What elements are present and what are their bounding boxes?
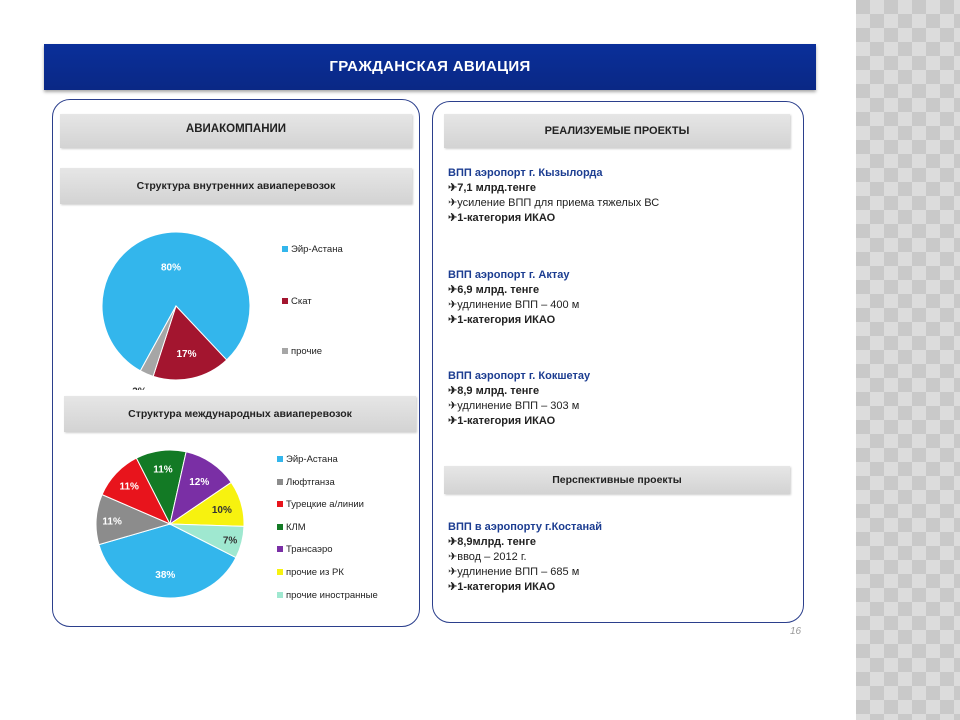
legend-item: Трансаэро: [277, 544, 333, 555]
pie-data-label: 17%: [176, 349, 196, 360]
legend-swatch: [277, 479, 283, 486]
airplane-icon: ✈: [448, 400, 458, 412]
legend-item: прочие: [282, 346, 322, 357]
project-line: 1-категория ИКАО: [457, 212, 556, 224]
airplane-icon: ✈: [448, 415, 458, 427]
legend-item: КЛМ: [277, 522, 306, 533]
airplane-icon: ✈: [448, 284, 458, 296]
project-line: удлинение ВПП – 400 м: [457, 299, 580, 311]
pie-data-label: 3%: [132, 386, 147, 390]
pie-data-label: 10%: [212, 505, 232, 516]
pie-data-label: 11%: [119, 482, 139, 493]
pie-slice: [152, 305, 228, 381]
legend-swatch: [277, 546, 283, 553]
project-line: 8,9 млрд. тенге: [457, 385, 540, 397]
airplane-icon: ✈: [448, 212, 458, 224]
legend-label: Скат: [291, 296, 312, 307]
project-line: 8,9млрд. тенге: [457, 536, 537, 548]
airplane-icon: ✈: [448, 385, 458, 397]
airplane-icon: ✈: [448, 299, 458, 311]
legend-item: прочие из РК: [277, 567, 344, 578]
pie-data-label: 11%: [102, 516, 122, 527]
airplane-icon: ✈: [448, 566, 458, 578]
legend-swatch: [277, 524, 283, 531]
project-aktau: ВПП аэропорт г. Актау ✈6,9 млрд. тенге ✈…: [448, 268, 579, 328]
slide-title: ГРАЖДАНСКАЯ АВИАЦИЯ: [44, 44, 816, 90]
pie-data-label: 80%: [161, 262, 181, 273]
legend-swatch: [282, 298, 288, 305]
international-chart-title: Структура международных авиаперевозок: [64, 396, 416, 432]
legend-item: прочие иностранные: [277, 590, 378, 601]
project-kokshetau: ВПП аэропорт г. Кокшетау ✈8,9 млрд. тенг…: [448, 369, 590, 429]
pie-slice: [101, 231, 251, 372]
legend-label: Турецкие а/линии: [286, 499, 364, 510]
legend-swatch: [277, 592, 283, 599]
domestic-pie-chart: 80% 17% 3%: [101, 231, 251, 390]
airplane-icon: ✈: [448, 197, 458, 209]
project-line: удлинение ВПП – 685 м: [457, 566, 580, 578]
projects-header: РЕАЛИЗУЕМЫЕ ПРОЕКТЫ: [444, 114, 790, 148]
pie-data-label: 7%: [223, 535, 238, 546]
project-line: 7,1 млрд.тенге: [457, 182, 537, 194]
legend-label: Эйр-Астана: [291, 244, 343, 255]
project-title: ВПП аэропорт г. Актау: [448, 269, 570, 281]
legend-item: Скат: [282, 296, 312, 307]
pie-data-label: 12%: [189, 477, 209, 488]
project-line: 6,9 млрд. тенге: [457, 284, 540, 296]
project-line: ввод – 2012 г.: [457, 551, 527, 563]
legend-swatch: [282, 246, 288, 253]
legend-label: Люфтганза: [286, 477, 335, 488]
legend-swatch: [277, 456, 283, 463]
legend-swatch: [277, 569, 283, 576]
international-pie-chart: 38% 11% 11% 11% 12% 10% 7%: [95, 449, 245, 599]
airplane-icon: ✈: [448, 581, 458, 593]
projects-panel: [432, 101, 804, 623]
decorative-side-pattern: [856, 0, 960, 720]
pie-slice: [169, 523, 245, 559]
project-line: удлинение ВПП – 303 м: [457, 400, 580, 412]
airplane-icon: ✈: [448, 314, 458, 326]
airlines-header: АВИАКОМПАНИИ: [60, 114, 412, 148]
legend-label: прочие иностранные: [286, 590, 378, 601]
legend-item: Эйр-Астана: [282, 244, 343, 255]
pie-data-label: 38%: [155, 570, 175, 581]
legend-item: Люфтганза: [277, 477, 335, 488]
project-line: 1-категория ИКАО: [457, 314, 556, 326]
legend-label: Эйр-Астана: [286, 454, 338, 465]
project-kostanay: ВПП в аэропорту г.Костанай ✈8,9млрд. тен…: [448, 520, 602, 595]
legend-item: Эйр-Астана: [277, 454, 338, 465]
pie-slice: [139, 305, 177, 378]
pie-slice: [98, 523, 237, 599]
page-number: 16: [790, 626, 802, 637]
legend-label: КЛМ: [286, 522, 306, 533]
project-line: усиление ВПП для приема тяжелых ВС: [457, 197, 660, 209]
legend-swatch: [277, 501, 283, 508]
pie-data-label: 11%: [153, 464, 173, 475]
project-title: ВПП аэропорт г. Кызылорда: [448, 167, 603, 179]
legend-swatch: [282, 348, 288, 355]
project-line: 1-категория ИКАО: [457, 415, 556, 427]
airplane-icon: ✈: [448, 182, 458, 194]
airplane-icon: ✈: [448, 536, 458, 548]
airplane-icon: ✈: [448, 551, 458, 563]
legend-label: Трансаэро: [286, 544, 333, 555]
project-kyzylorda: ВПП аэропорт г. Кызылорда ✈7,1 млрд.тенг…: [448, 166, 659, 226]
legend-item: Турецкие а/линии: [277, 499, 364, 510]
perspective-header: Перспективные проекты: [444, 466, 790, 494]
domestic-chart-title: Структура внутренних авиаперевозок: [60, 168, 412, 204]
project-title: ВПП в аэропорту г.Костанай: [448, 521, 603, 533]
project-title: ВПП аэропорт г. Кокшетау: [448, 370, 591, 382]
legend-label: прочие: [291, 346, 323, 357]
project-line: 1-категория ИКАО: [457, 581, 556, 593]
legend-label: прочие из РК: [286, 567, 344, 578]
